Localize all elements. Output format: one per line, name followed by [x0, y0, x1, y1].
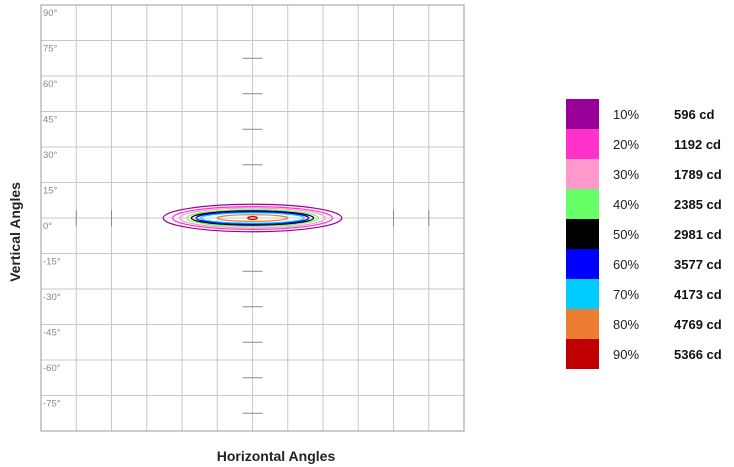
- contour-line: [179, 207, 326, 229]
- y-tick-label: 30°: [43, 150, 58, 161]
- contour-line: [186, 209, 319, 227]
- legend-candela: 1192 cd: [674, 137, 721, 152]
- x-axis-title: Horizontal Angles: [217, 448, 336, 464]
- y-tick-label: -30°: [43, 292, 61, 303]
- legend-percent: 20%: [613, 137, 639, 152]
- legend-candela: 3577 cd: [674, 257, 722, 272]
- y-tick-label: -15°: [43, 257, 61, 268]
- y-axis-title: Vertical Angles: [7, 182, 23, 282]
- plot-frame: [40, 4, 465, 432]
- y-tick-label: 75°: [43, 44, 58, 55]
- y-tick-label: 45°: [43, 115, 58, 126]
- legend-candela: 5366 cd: [674, 347, 722, 362]
- legend-percent: 50%: [613, 227, 639, 242]
- legend-candela: 596 cd: [674, 107, 715, 122]
- grid: [41, 5, 464, 431]
- y-tick-label: 60°: [43, 79, 58, 90]
- legend-swatch: [566, 159, 599, 189]
- legend-swatch: [566, 279, 599, 309]
- y-tick-label: 15°: [43, 186, 58, 197]
- y-tick-labels: 90° 75° 60° 45° 30° 15° 0° -15° -30° -45° -60° -75°: [43, 8, 61, 410]
- contour-line: [195, 211, 310, 225]
- y-tick-label: -45°: [43, 328, 61, 339]
- contour-line: [216, 214, 289, 222]
- legend-percent: 40%: [613, 197, 639, 212]
- center-tick-marks: [75, 57, 430, 414]
- legend-percent: 90%: [613, 347, 639, 362]
- y-tick-label: -60°: [43, 363, 61, 374]
- legend-swatch: [566, 99, 599, 129]
- y-tick-label: 0°: [43, 221, 52, 232]
- y-tick-label: -75°: [43, 399, 61, 410]
- contour-line: [172, 206, 334, 230]
- legend-percent: 70%: [613, 287, 639, 302]
- legend-swatch: [566, 219, 599, 249]
- legend-swatch: [566, 339, 599, 369]
- legend-percent: 80%: [613, 317, 639, 332]
- legend-percent: 30%: [613, 167, 639, 182]
- contour-lines: [162, 203, 343, 233]
- legend-candela: 2385 cd: [674, 197, 722, 212]
- contour-line: [190, 210, 315, 226]
- legend-candela: 4769 cd: [674, 317, 722, 332]
- legend-candela: 4173 cd: [674, 287, 722, 302]
- legend: 10% 596 cd 20% 1192 cd 30% 1789 cd 40% 2385 cd 5…: [566, 99, 722, 369]
- legend-swatch: [566, 129, 599, 159]
- legend-swatch: [566, 309, 599, 339]
- y-tick-label: 90°: [43, 8, 58, 19]
- legend-swatch: [566, 249, 599, 279]
- legend-swatch: [566, 189, 599, 219]
- legend-percent: 60%: [613, 257, 639, 272]
- legend-candela: 1789 cd: [674, 167, 722, 182]
- legend-candela: 2981 cd: [674, 227, 722, 242]
- contour-line: [247, 215, 258, 221]
- legend-percent: 10%: [613, 107, 639, 122]
- contour-line: [200, 212, 305, 224]
- contour-line: [162, 203, 343, 233]
